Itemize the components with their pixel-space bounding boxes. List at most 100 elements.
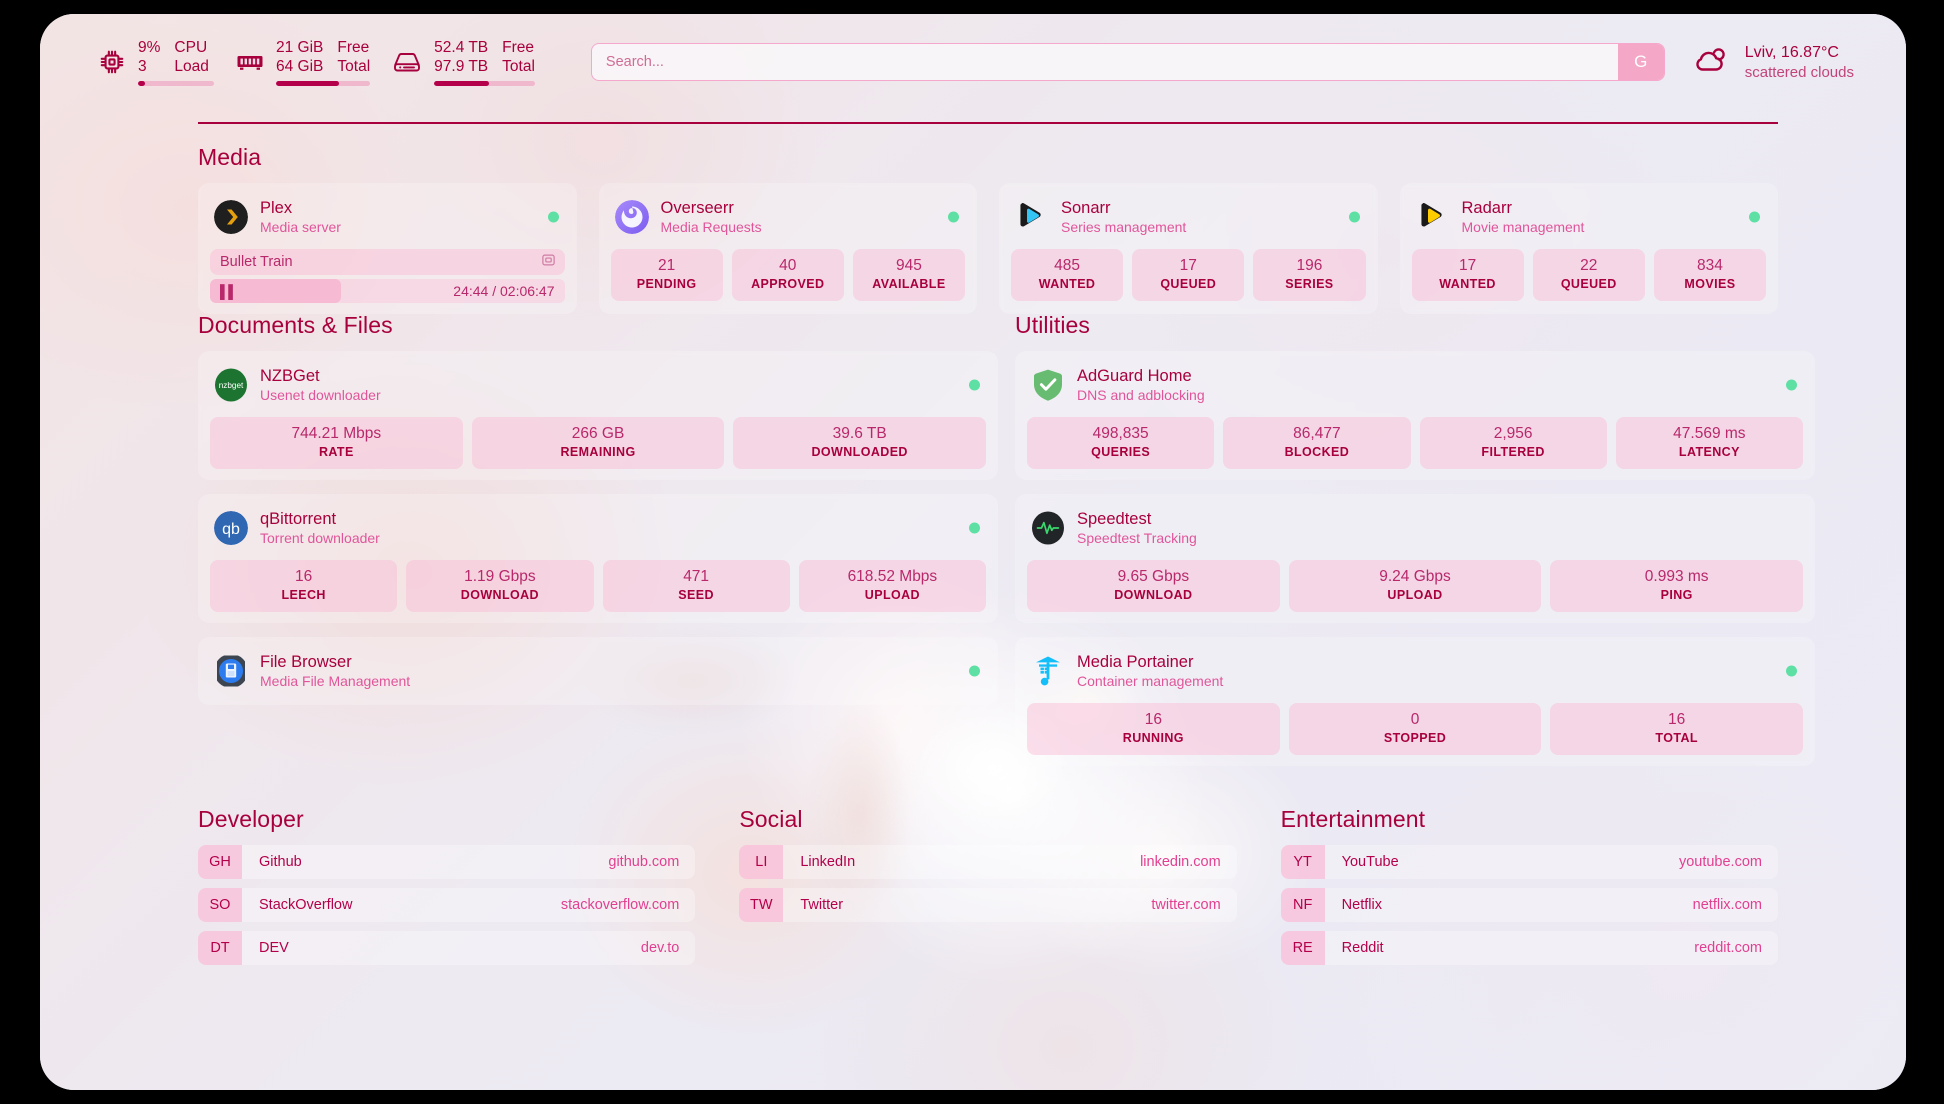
media-card-row: Plex Media server Bullet Train ▌▌ 24:44 / 02… [198,183,1778,314]
bookmark-name: LinkedIn [800,854,856,870]
card-title-block: Media Portainer Container management [1077,652,1223,690]
stat-label-secondary: Total [337,58,371,75]
tile-label: STOPPED [1383,731,1447,745]
bookmark-abbr: TW [739,888,784,922]
tile-label: REMAINING [560,445,636,459]
service-card-media-portainer[interactable]: Media Portainer Container management 16 RUN… [1015,637,1815,766]
service-card-qbittorrent[interactable]: qb qBittorrent Torrent downloader 16 LEECH 1.… [198,494,998,623]
stat-tile: 485 WANTED [1011,249,1124,301]
service-card-plex[interactable]: Plex Media server Bullet Train ▌▌ 24:44 / 02… [198,183,577,314]
stat-value-secondary: 3 [138,58,147,75]
stat-label-primary: Free [337,39,370,56]
tile-value: 0 [1410,711,1420,728]
tile-label: WANTED [1439,277,1496,291]
status-indicator [969,522,980,533]
pause-icon[interactable]: ▌▌ [220,283,237,299]
tile-value: 17 [1458,257,1477,274]
tile-label: UPLOAD [1387,588,1443,602]
bookmark-item[interactable]: TW Twitter twitter.com [739,888,1237,922]
bookmark-abbr: YT [1280,845,1325,879]
status-indicator [1786,379,1797,390]
tile-value: 17 [1179,257,1197,274]
bookmark-group-social: Social LI LinkedIn linkedin.com TW Twitter twi… [739,806,1237,965]
bookmark-item[interactable]: GH Github github.com [198,845,696,879]
stat-value-primary: 9% [138,39,161,56]
stat-tile: 86,477 BLOCKED [1223,417,1411,469]
service-card-nzbget[interactable]: nzbget NZBGet Usenet downloader 744.21 Mbps… [198,351,998,480]
card-title-block: Overseerr Media Requests [661,198,762,236]
bookmark-item[interactable]: DT DEV dev.to [198,931,696,965]
tile-value: 266 GB [571,425,625,442]
bookmarks-area: Developer GH Github github.com SO StackOverfl… [198,806,1778,965]
now-playing-row[interactable]: Bullet Train [210,249,565,275]
card-header: AdGuard Home DNS and adblocking [1027,361,1803,408]
tile-value: 485 [1054,257,1081,274]
tile-value: 1.19 Gbps [464,568,536,585]
bookmark-url: reddit.com [1694,940,1762,956]
stat-tiles: 498,835 QUERIES 86,477 BLOCKED 2,956 FILTERED… [1027,417,1803,469]
service-card-speedtest[interactable]: Speedtest Speedtest Tracking 9.65 Gbps DOWN… [1015,494,1815,623]
playback-progress-bar[interactable]: ▌▌ 24:44 / 02:06:47 [210,279,565,303]
service-card-radarr[interactable]: Radarr Movie management 17 WANTED 22 QUEUED 83… [1399,183,1778,314]
stat-values: 9% 3 [138,38,160,76]
bookmark-item[interactable]: NF Netflix netflix.com [1280,888,1778,922]
search-submit-button[interactable]: G [1617,44,1664,80]
bookmark-list: YT YouTube youtube.com NF Netflix netflix.com… [1280,845,1778,965]
cpu-chip-icon [98,48,126,76]
bookmark-abbr: LI [739,845,784,879]
card-title-block: NZBGet Usenet downloader [260,366,381,404]
playback-time: 24:44 / 02:06:47 [453,283,555,299]
bookmark-item[interactable]: SO StackOverflow stackoverflow.com [198,888,696,922]
hard-drive-icon [392,50,422,74]
tile-value: 16 [1144,711,1162,728]
tile-label: TOTAL [1655,731,1698,745]
service-name: File Browser [260,653,352,671]
search-bar[interactable]: G [590,43,1665,81]
file-browser-icon [214,654,248,688]
bookmark-item[interactable]: LI LinkedIn linkedin.com [739,845,1237,879]
cast-icon[interactable] [541,253,556,272]
status-indicator [969,379,980,390]
stat-tile: 16 TOTAL [1550,703,1804,755]
tile-value: 9.65 Gbps [1117,568,1190,585]
bookmark-item[interactable]: RE Reddit reddit.com [1280,931,1778,965]
stat-tile: 40 APPROVED [731,249,844,301]
stat-tile: 498,835 QUERIES [1027,417,1215,469]
card-title-block: Speedtest Speedtest Tracking [1077,509,1197,547]
tile-label: SEED [678,588,714,602]
stat-label-primary: Free [502,39,535,56]
documents-section: Documents & Files nzbget NZBGet Usenet dow… [198,312,998,719]
tile-label: BLOCKED [1284,445,1350,459]
service-card-file-browser[interactable]: File Browser Media File Management [198,637,998,705]
tile-label: PENDING [636,277,697,291]
status-indicator [969,665,980,676]
bookmark-name: StackOverflow [259,897,353,913]
tile-value: 9.24 Gbps [1379,568,1451,585]
service-subtitle: DNS and adblocking [1077,387,1205,403]
now-playing-title: Bullet Train [220,254,293,270]
stat-label-primary: CPU [174,39,208,56]
bookmark-group-entertainment: Entertainment YT YouTube youtube.com NF Netfl… [1280,806,1778,965]
tile-label: DOWNLOADED [811,445,908,459]
card-header: nzbget NZBGet Usenet downloader [210,361,986,408]
stat-memory-ram: 21 GiB 64 GiB Free Total [236,38,371,86]
service-name: Media Portainer [1077,653,1194,671]
bookmark-url: linkedin.com [1140,854,1221,870]
search-input[interactable] [591,44,1618,80]
nzbget-icon: nzbget [214,368,248,402]
bookmark-list: GH Github github.com SO StackOverflow stackov… [198,845,696,965]
bookmark-url: dev.to [640,940,680,956]
stat-value-primary: 21 GiB [276,39,324,56]
memory-ram-icon [236,51,264,73]
card-title-block: Plex Media server [260,198,341,236]
card-header: Overseerr Media Requests [611,193,966,240]
service-card-sonarr[interactable]: Sonarr Series management 485 WANTED 17 QUEUED… [999,183,1378,314]
stat-tile: 1.19 Gbps DOWNLOAD [406,560,594,612]
service-card-overseerr[interactable]: Overseerr Media Requests 21 PENDING 40 APPROV… [598,183,977,314]
bookmark-abbr: RE [1280,931,1325,965]
bookmark-item[interactable]: YT YouTube youtube.com [1280,845,1778,879]
stat-values: 52.4 TB 97.9 TB [434,38,488,76]
service-card-adguard-home[interactable]: AdGuard Home DNS and adblocking 498,835 QUE… [1015,351,1815,480]
tile-value: 471 [683,568,710,585]
stat-label-secondary: Total [502,58,535,75]
